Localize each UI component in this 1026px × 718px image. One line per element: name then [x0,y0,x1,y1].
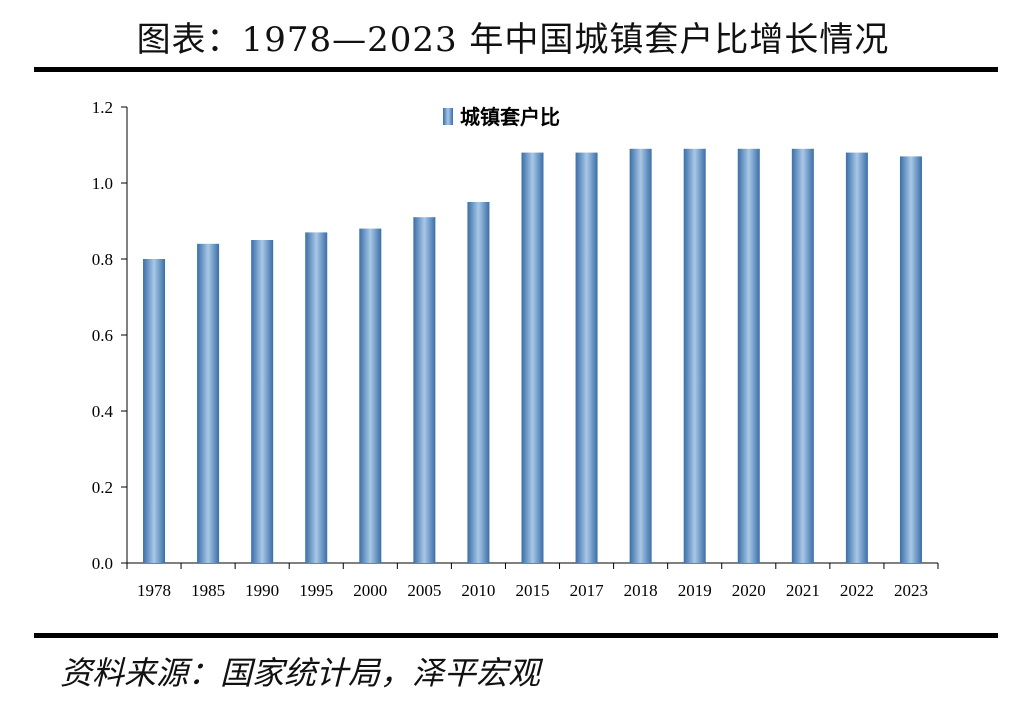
bar [845,152,868,563]
y-tick-label: 0.4 [92,402,114,421]
chart-title: 图表：1978—2023 年中国城镇套户比增长情况 [136,20,890,60]
y-tick-label: 0.8 [92,250,113,269]
x-tick-label: 1985 [191,581,225,600]
bar [899,156,922,563]
x-tick-label: 2021 [786,581,820,600]
y-tick-label: 0.2 [92,478,113,497]
bar [683,148,706,564]
bar [359,228,382,563]
y-tick-label: 1.2 [92,98,113,117]
legend-label: 城镇套户比 [460,105,560,129]
x-tick-label: 2018 [624,581,658,600]
x-tick-label: 2010 [461,581,495,600]
y-tick-label: 0.6 [92,326,113,345]
legend-swatch [443,108,453,125]
bar [305,232,328,563]
y-tick-label: 0.0 [92,554,113,573]
bar [413,217,436,563]
legend: 城镇套户比 [443,105,560,129]
bar [143,259,166,563]
x-tick-label: 2000 [353,581,387,600]
x-tick-label: 2005 [407,581,441,600]
x-tick-label: 1978 [137,581,171,600]
x-tick-label: 2023 [894,581,928,600]
x-tick-label: 2017 [570,581,605,600]
bars [143,148,922,564]
x-tick-label: 2020 [732,581,766,600]
bottom-rule [34,633,998,638]
bar [251,240,274,563]
bar [521,152,544,563]
bar [467,202,490,563]
bar [197,243,220,564]
x-tick-label: 2022 [840,581,874,600]
x-tick-label: 2015 [516,581,550,600]
bar [629,148,652,564]
x-tick-label: 1990 [245,581,279,600]
bar [791,148,814,564]
x-tick-label: 2019 [678,581,712,600]
top-rule [34,67,998,72]
bar [737,148,760,564]
source-note: 资料来源：国家统计局，泽平宏观 [60,654,541,692]
x-tick-label: 1995 [299,581,333,600]
bar [575,152,598,563]
y-tick-label: 1.0 [92,174,113,193]
